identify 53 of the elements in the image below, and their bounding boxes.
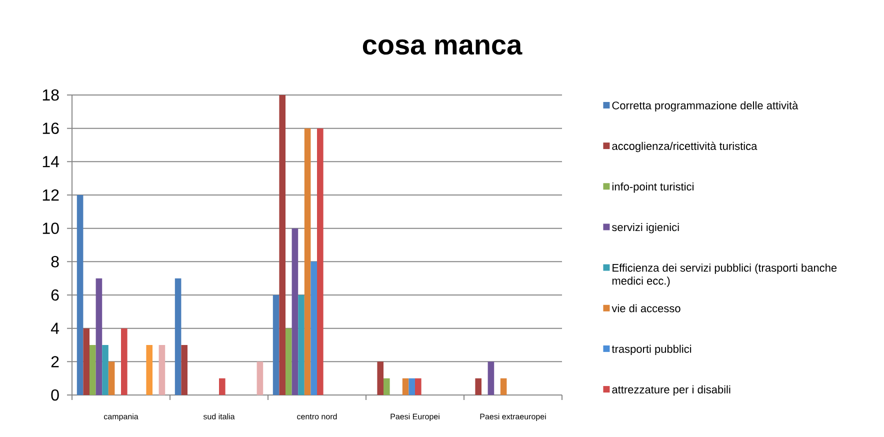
y-tick-label: 2 xyxy=(51,356,59,368)
bar xyxy=(219,378,226,395)
bar xyxy=(146,344,153,395)
bar xyxy=(384,378,390,395)
y-tick-label: 4 xyxy=(50,322,60,334)
legend-label: trasporti pubblici xyxy=(612,344,692,356)
bar xyxy=(76,194,84,395)
bar xyxy=(272,294,280,395)
bar xyxy=(402,378,409,395)
bar xyxy=(256,362,264,395)
legend-label: vie di accesso xyxy=(612,304,680,312)
bar xyxy=(96,278,102,395)
x-tick-label: Paesi Europei xyxy=(390,414,440,421)
bar xyxy=(377,362,384,395)
x-tick-label: campania xyxy=(104,414,138,421)
y-tick-label: 10 xyxy=(42,222,59,234)
chart-title: cosa manca xyxy=(362,39,522,55)
bar xyxy=(500,378,507,395)
legend-label: servizi igienici xyxy=(612,223,679,234)
y-tick-label: 18 xyxy=(42,89,59,101)
bar xyxy=(90,344,96,395)
bar xyxy=(298,294,304,395)
y-tick-label: 14 xyxy=(42,156,60,168)
y-tick-label: 6 xyxy=(51,289,59,301)
legend-label: accoglienza/ricettività turistica xyxy=(612,142,758,152)
y-tick-label: 12 xyxy=(42,189,59,201)
y-tick-label: 0 xyxy=(51,389,59,401)
legend-label: info-point turistici xyxy=(612,182,694,193)
bar xyxy=(408,378,416,395)
bar xyxy=(286,328,292,395)
bar xyxy=(174,278,182,395)
legend-label: attrezzature per i disabili xyxy=(612,385,730,396)
bar xyxy=(488,362,494,395)
bar xyxy=(102,344,108,395)
bar xyxy=(181,344,188,395)
y-tick-label: 8 xyxy=(51,256,59,268)
legend-label: Corretta programmazione delle attività xyxy=(612,101,798,112)
bar xyxy=(415,378,422,395)
bar xyxy=(310,262,318,395)
x-tick-label: centro nord xyxy=(297,414,337,420)
legend-label: Efficienza dei servizi pubblici (trasporti banche medici ecc.) xyxy=(612,264,837,287)
bar xyxy=(83,328,90,395)
bar xyxy=(304,128,311,395)
bar xyxy=(317,128,324,395)
x-tick-label: Paesi extraeuropei xyxy=(480,414,546,421)
bar xyxy=(108,362,115,395)
bar xyxy=(292,228,298,395)
bar xyxy=(158,344,166,395)
bar xyxy=(279,94,286,395)
bar xyxy=(475,378,482,395)
y-tick-label: 16 xyxy=(42,122,59,134)
bar xyxy=(121,328,128,395)
x-tick-label: sud italia xyxy=(203,414,235,420)
